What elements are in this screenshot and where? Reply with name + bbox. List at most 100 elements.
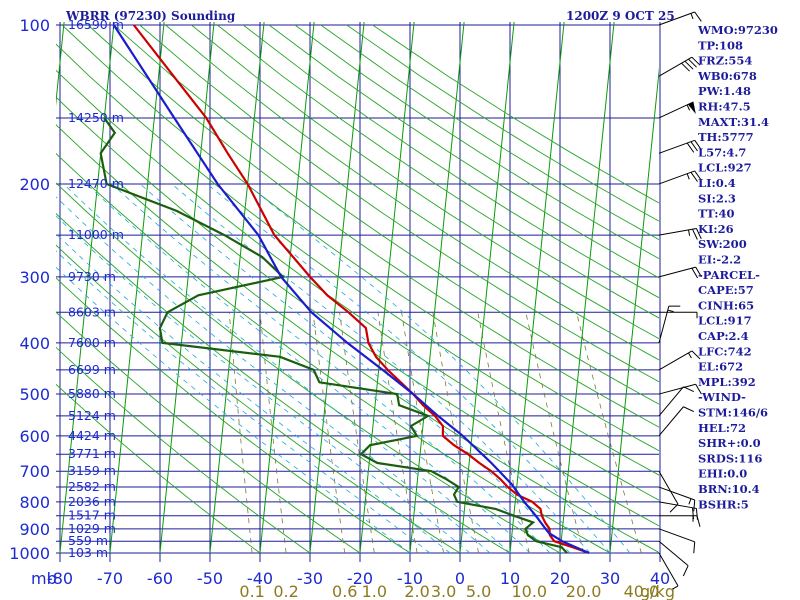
wind-barb-feather bbox=[682, 565, 689, 577]
dry-adiabat bbox=[87, 24, 659, 428]
isotherm-gridlines bbox=[59, 22, 661, 562]
stability-index: LFC:742 bbox=[698, 344, 752, 358]
wind-barb-half-feather bbox=[688, 498, 692, 505]
wind-barb-feather bbox=[686, 142, 695, 153]
mixing-ratio-label: 40.0 bbox=[624, 582, 660, 600]
temperature-trace bbox=[132, 24, 590, 555]
wind-barb-staff bbox=[658, 306, 670, 344]
moist-adiabats bbox=[56, 183, 631, 554]
skewed-isotherm bbox=[109, 22, 165, 554]
dry-adiabat bbox=[56, 346, 311, 554]
stability-index: BRN:10.4 bbox=[698, 482, 760, 496]
temperature-label: -50 bbox=[197, 569, 223, 588]
wind-barb-staff bbox=[658, 139, 695, 154]
dry-adiabat bbox=[56, 182, 561, 554]
pressure-label: 1000 bbox=[9, 544, 50, 563]
mixing-unit-label: g/kg bbox=[640, 582, 675, 600]
stability-index: LI:0.4 bbox=[698, 176, 736, 190]
wind-barb-feather bbox=[696, 515, 701, 527]
dry-adiabat bbox=[56, 311, 361, 554]
wind-barb bbox=[658, 170, 702, 185]
wind-barb bbox=[658, 406, 694, 437]
height-label: 3159 m bbox=[68, 463, 116, 478]
height-label: 559 m bbox=[68, 533, 108, 548]
wind-barb bbox=[658, 552, 679, 590]
wind-barb-feather bbox=[694, 11, 702, 22]
wind-barb-staff bbox=[658, 540, 689, 567]
temperature-label: -80 bbox=[47, 569, 73, 588]
dry-adiabat bbox=[56, 277, 411, 554]
dry-adiabat bbox=[56, 152, 611, 554]
wind-barb-half-feather bbox=[688, 352, 692, 359]
wind-barb-feather bbox=[681, 62, 690, 72]
height-label: 12470 m bbox=[68, 176, 124, 191]
sounding-time: 1200Z 9 OCT 25 bbox=[566, 9, 675, 23]
wind-barb bbox=[658, 101, 696, 119]
sounding-traces bbox=[99, 24, 590, 555]
pressure-label: 400 bbox=[19, 334, 50, 353]
pressure-label: 100 bbox=[19, 16, 50, 35]
mixing-ratio-line bbox=[477, 312, 530, 554]
mixing-ratio-label: 0.1 bbox=[239, 582, 264, 600]
wind-barb-feather bbox=[690, 141, 698, 152]
wind-barb-feather bbox=[693, 541, 696, 554]
pressure-unit-label: mb bbox=[31, 569, 57, 588]
wind-barb bbox=[658, 470, 679, 513]
moist-adiabat bbox=[246, 183, 631, 554]
wind-barb-staff bbox=[658, 383, 696, 395]
temperature-label: 30 bbox=[600, 569, 620, 588]
wind-barb-staff bbox=[658, 170, 695, 185]
height-label: 5124 m bbox=[68, 408, 116, 423]
wind-barb-feather bbox=[695, 383, 702, 395]
temperature-axis-labels: -80 -70 -60 -50 -40 -30 -20 -10 0 10 20 30 40 bbox=[47, 569, 670, 588]
wind-barb-feather bbox=[695, 266, 702, 278]
height-label: 5880 m bbox=[68, 386, 116, 401]
height-label: 8603 m bbox=[68, 304, 116, 319]
wind-barb-flag bbox=[688, 101, 696, 115]
skewed-isotherm bbox=[609, 67, 659, 554]
dry-adiabat bbox=[56, 212, 511, 554]
moist-adiabat bbox=[56, 196, 491, 554]
wind-barb-staff bbox=[658, 11, 695, 26]
stability-index: STM:146/6 bbox=[698, 406, 768, 420]
mixing-ratio-line bbox=[576, 312, 642, 554]
temperature-label: -30 bbox=[297, 569, 323, 588]
pressure-label: 600 bbox=[19, 427, 50, 446]
height-label: 16590 m bbox=[68, 17, 124, 32]
temperature-label: -20 bbox=[347, 569, 373, 588]
skewed-isotherm bbox=[309, 22, 365, 554]
dry-adiabat bbox=[56, 96, 659, 527]
thermo-lines bbox=[56, 22, 659, 555]
wind-barb-half-feather bbox=[690, 13, 694, 20]
wind-barb-half-feather bbox=[688, 229, 691, 236]
dry-adiabat bbox=[165, 24, 659, 361]
moist-adiabat bbox=[111, 183, 551, 554]
wind-barb bbox=[658, 305, 681, 344]
height-label: 6699 m bbox=[68, 362, 116, 377]
stability-index: TH:5777 bbox=[698, 130, 754, 144]
dry-adiabat bbox=[56, 43, 659, 476]
wind-barb bbox=[658, 11, 702, 26]
wind-barb-feather bbox=[692, 228, 698, 240]
mixing-ratio-labels: 0.1 0.2 0.6 1.0 2.0 3.0 5.0 10.0 20.0 40.0 bbox=[239, 582, 659, 600]
parcel-trace bbox=[112, 24, 590, 555]
wind-barb-staff bbox=[658, 228, 697, 236]
moist-adiabat bbox=[56, 233, 451, 554]
stability-index: EHI:0.0 bbox=[698, 467, 747, 481]
mixing-ratio-label: 3.0 bbox=[431, 582, 456, 600]
wind-barbs bbox=[658, 11, 702, 590]
dry-adiabat bbox=[217, 24, 659, 319]
wind-barb bbox=[658, 56, 701, 77]
wind-barb-feather bbox=[691, 267, 699, 279]
stability-index: WMO:97230 bbox=[697, 23, 778, 37]
stability-index: PW:1.48 bbox=[698, 84, 751, 98]
temperature-label: 40 bbox=[650, 569, 670, 588]
moist-adiabat bbox=[63, 183, 511, 554]
wind-barb bbox=[658, 486, 696, 512]
height-label: 2582 m bbox=[68, 479, 116, 494]
pressure-label: 300 bbox=[19, 268, 50, 287]
temperature-label: -60 bbox=[147, 569, 173, 588]
moist-adiabat bbox=[56, 250, 431, 554]
